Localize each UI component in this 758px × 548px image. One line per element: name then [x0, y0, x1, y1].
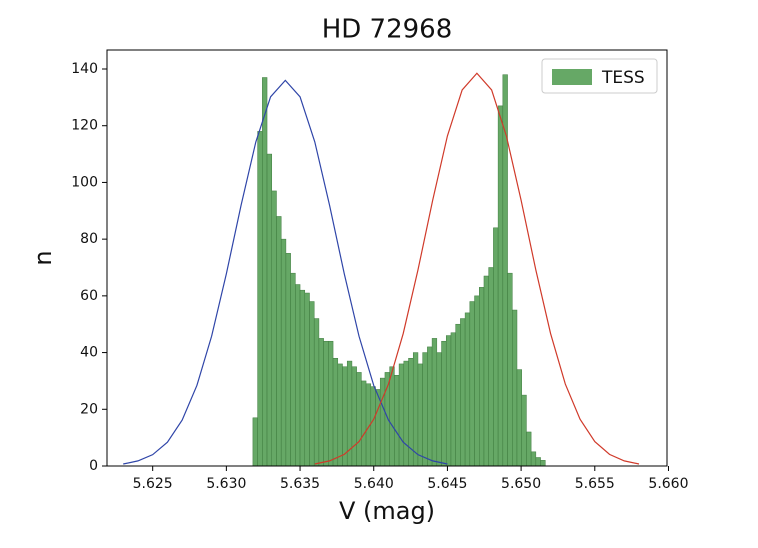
histogram-bar — [299, 289, 306, 467]
x-tick-label: 5.640 — [354, 476, 394, 492]
histogram-bar — [507, 272, 513, 467]
histogram-bar — [304, 292, 310, 467]
histogram-bar — [526, 431, 532, 467]
histogram-bar — [379, 377, 386, 467]
histogram-bar — [455, 323, 461, 467]
histogram-bar — [436, 352, 442, 467]
histogram-bar — [370, 386, 376, 467]
histogram-bar — [464, 312, 471, 467]
histogram-bar — [285, 253, 291, 467]
x-tick-label: 5.635 — [280, 476, 320, 492]
histogram-bar — [351, 366, 357, 467]
histogram-bar — [469, 301, 475, 467]
y-tick-label: 60 — [80, 288, 98, 304]
histogram-bar — [309, 301, 315, 467]
x-tick-label: 5.645 — [427, 476, 467, 492]
x-tick-label: 5.625 — [133, 476, 173, 492]
histogram-bar — [257, 131, 263, 467]
histogram-bar — [422, 352, 428, 467]
y-axis-label: n — [29, 250, 57, 265]
histogram-bar — [394, 375, 400, 467]
y-tick-label: 120 — [71, 118, 98, 134]
histogram-bar — [342, 366, 348, 467]
histogram-bar — [412, 352, 419, 467]
legend-label: TESS — [601, 68, 645, 88]
y-tick-label: 0 — [89, 458, 98, 474]
histogram-bar — [417, 363, 423, 467]
histogram-bar — [497, 105, 504, 467]
histogram-bar — [361, 380, 367, 467]
histogram-bar — [389, 366, 395, 467]
histogram-bar — [252, 417, 258, 467]
histogram-bar — [441, 340, 447, 467]
histogram-bar — [450, 332, 456, 467]
histogram-bar — [460, 318, 466, 467]
histogram-bar — [323, 340, 329, 467]
histogram-bar — [295, 284, 301, 467]
histogram-bar — [332, 357, 339, 467]
y-tick-label: 20 — [80, 401, 98, 417]
histogram-bar — [427, 346, 433, 467]
fit-curve — [314, 72, 640, 465]
chart-title: HD 72968 — [322, 15, 453, 45]
histogram-bar — [280, 238, 287, 467]
histogram-bar — [313, 318, 320, 467]
y-tick-label: 80 — [80, 231, 98, 247]
histogram-bar — [398, 363, 405, 467]
histogram-bar — [431, 338, 438, 467]
histogram-bar — [521, 394, 527, 467]
y-tick-label: 140 — [71, 61, 98, 77]
histogram-bar — [266, 153, 273, 467]
histogram-bar — [530, 451, 537, 467]
fit-curve — [123, 79, 448, 465]
histogram-bar — [276, 216, 282, 467]
histogram-bar — [318, 338, 324, 467]
histogram-bar — [474, 295, 480, 467]
plot-frame — [106, 49, 668, 467]
x-axis-label: V (mag) — [339, 497, 435, 525]
legend-swatch — [552, 69, 592, 85]
histogram-bar — [337, 363, 343, 467]
y-tick-label: 40 — [80, 345, 98, 361]
histogram-bar — [290, 272, 296, 467]
x-tick-label: 5.660 — [648, 476, 688, 492]
histogram-bar — [483, 275, 489, 467]
histogram-bar — [540, 460, 546, 467]
histogram-bar — [535, 457, 541, 467]
x-tick-label: 5.655 — [575, 476, 615, 492]
histogram-bar — [493, 227, 499, 467]
histogram-bar — [262, 77, 268, 467]
histogram-bar — [512, 309, 518, 467]
x-tick-label: 5.650 — [501, 476, 541, 492]
histogram-bar — [445, 335, 452, 467]
histogram-bar — [375, 389, 381, 467]
x-tick-label: 5.630 — [206, 476, 246, 492]
histogram-bar — [356, 372, 362, 467]
y-tick-label: 100 — [71, 174, 98, 190]
histogram-bar — [403, 360, 409, 467]
histogram-bar — [488, 267, 494, 467]
histogram-bar — [271, 190, 277, 467]
histogram-bar — [479, 287, 485, 467]
histogram-bar — [516, 369, 522, 467]
histogram-bar — [328, 340, 334, 467]
